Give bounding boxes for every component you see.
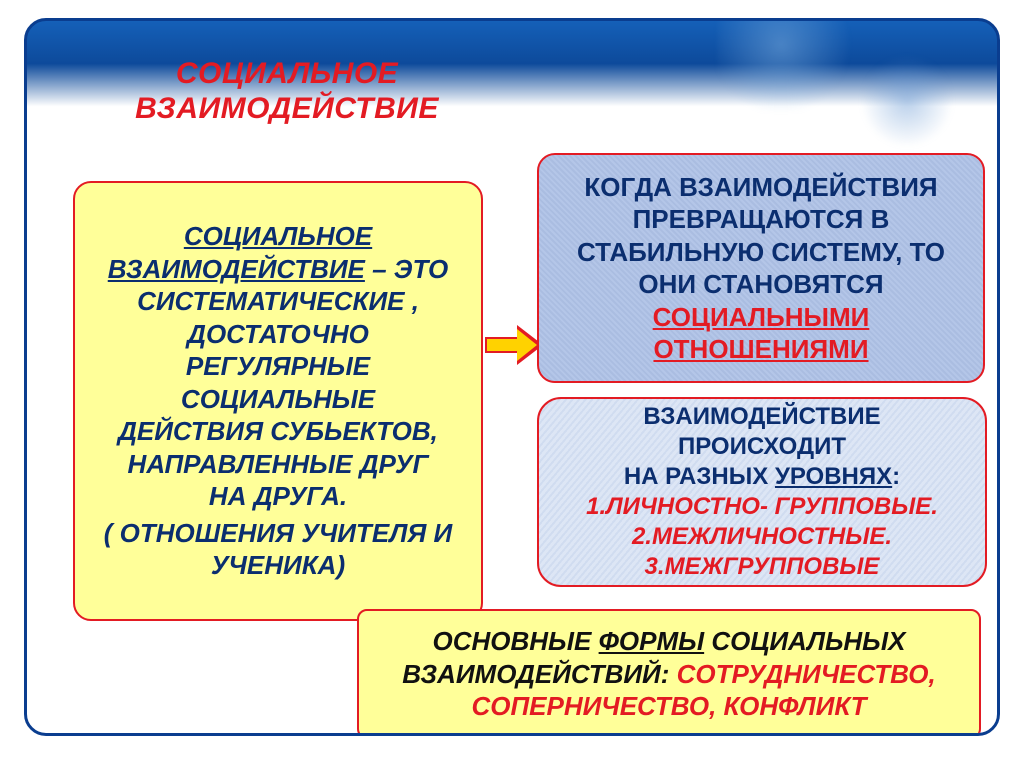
levels-item-2: 2.МЕЖЛИЧНОСТНЫЕ. xyxy=(557,522,967,552)
result-box: КОГДА ВЗАИМОДЕЙСТВИЯ ПРЕВРАЩАЮТСЯ В СТАБ… xyxy=(537,153,985,383)
forms-lead-u: ФОРМЫ xyxy=(599,626,705,656)
result-l2: ПРЕВРАЩАЮТСЯ В xyxy=(557,203,965,236)
levels-item-1: 1.ЛИЧНОСТНО- ГРУППОВЫЕ. xyxy=(557,492,967,522)
forms-box: ОСНОВНЫЕ ФОРМЫ СОЦИАЛЬНЫХ ВЗАИМОДЕЙСТВИЙ… xyxy=(357,609,981,736)
result-l1: КОГДА ВЗАИМОДЕЙСТВИЯ xyxy=(557,171,965,204)
definition-dash: – ЭТО xyxy=(365,254,448,284)
definition-body-3: РЕГУЛЯРНЫЕ xyxy=(93,350,463,383)
forms-colon: : xyxy=(661,659,677,689)
definition-example: ( ОТНОШЕНИЯ УЧИТЕЛЯ И УЧЕНИКА) xyxy=(93,517,463,582)
definition-body-4: СОЦИАЛЬНЫЕ xyxy=(93,383,463,416)
forms-lead-a: ОСНОВНЫЕ xyxy=(432,626,598,656)
title-line1: СОЦИАЛЬНОЕ xyxy=(176,57,398,90)
definition-term: СОЦИАЛЬНОЕ ВЗАИМОДЕЙСТВИЕ xyxy=(108,221,372,284)
title-line2: ВЗАИМОДЕЙСТВИЕ xyxy=(135,92,439,125)
decorative-molecule xyxy=(717,18,877,111)
definition-body-6: НАПРАВЛЕННЫЕ ДРУГ xyxy=(93,448,463,481)
levels-colon: : xyxy=(892,463,900,490)
slide-frame: СОЦИАЛЬНОЕ ВЗАИМОДЕЙСТВИЕ СОЦИАЛЬНОЕ ВЗА… xyxy=(24,18,1000,736)
levels-lead-b: НА РАЗНЫХ xyxy=(624,463,775,490)
definition-body-2: ДОСТАТОЧНО xyxy=(93,318,463,351)
result-l3: СТАБИЛЬНУЮ СИСТЕМУ, ТО xyxy=(557,236,965,269)
definition-box: СОЦИАЛЬНОЕ ВЗАИМОДЕЙСТВИЕ – ЭТО СИСТЕМАТ… xyxy=(73,181,483,621)
levels-lead-u: УРОВНЯХ xyxy=(775,463,892,490)
arrow-icon xyxy=(485,323,545,367)
forms-list-1: СОТРУДНИЧЕСТВО, xyxy=(677,659,936,689)
forms-list-2: СОПЕРНИЧЕСТВО, КОНФЛИКТ xyxy=(377,690,961,723)
result-highlight-1: СОЦИАЛЬНЫМИ xyxy=(557,301,965,334)
forms-lead-c: ВЗАИМОДЕЙСТВИЙ xyxy=(402,659,661,689)
result-highlight-2: ОТНОШЕНИЯМИ xyxy=(557,333,965,366)
definition-body-1: СИСТЕМАТИЧЕСКИЕ , xyxy=(93,285,463,318)
forms-lead-b: СОЦИАЛЬНЫХ xyxy=(704,626,905,656)
levels-item-3: 3.МЕЖГРУППОВЫЕ xyxy=(557,552,967,582)
levels-lead-a: ВЗАИМОДЕЙСТВИЕ ПРОИСХОДИТ xyxy=(557,402,967,462)
definition-body-5: ДЕЙСТВИЯ СУБЬЕКТОВ, xyxy=(93,415,463,448)
decorative-bubble xyxy=(857,51,957,151)
definition-body-7: НА ДРУГА. xyxy=(93,480,463,513)
slide-title: СОЦИАЛЬНОЕ ВЗАИМОДЕЙСТВИЕ xyxy=(117,57,457,126)
levels-box: ВЗАИМОДЕЙСТВИЕ ПРОИСХОДИТ НА РАЗНЫХ УРОВ… xyxy=(537,397,987,587)
result-l4: ОНИ СТАНОВЯТСЯ xyxy=(557,268,965,301)
